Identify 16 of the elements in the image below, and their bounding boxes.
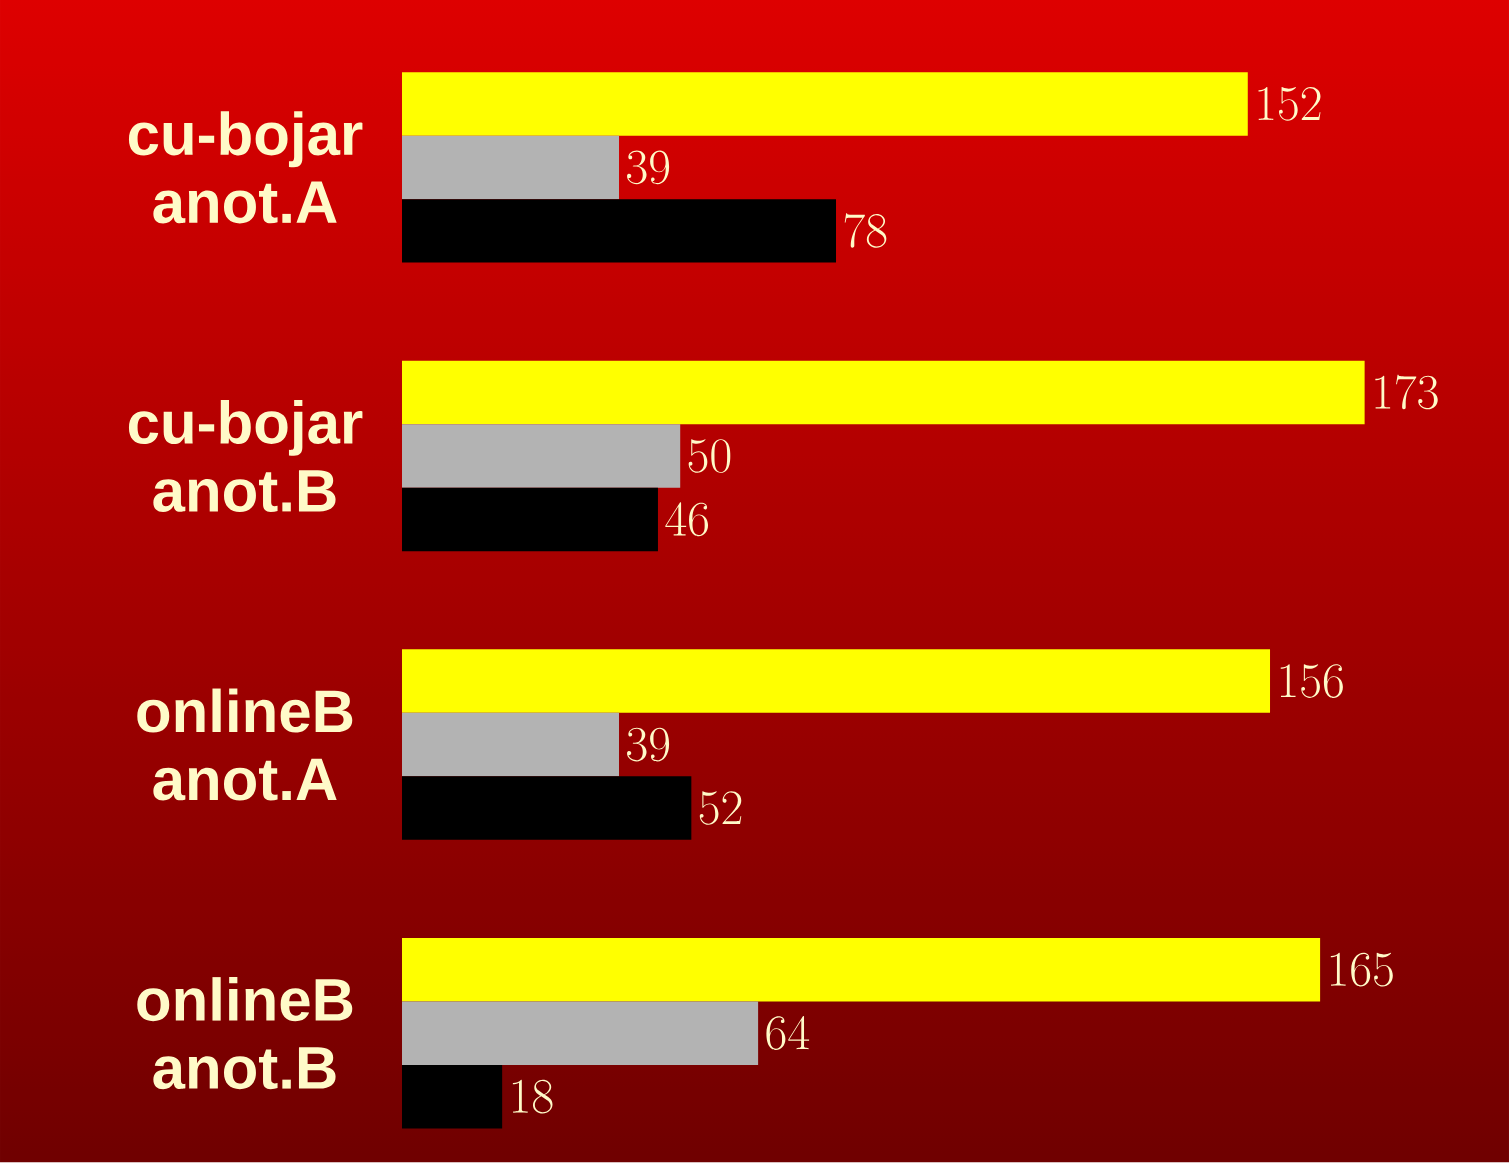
- data-label: 173: [1375, 374, 1438, 410]
- data-label: 50: [688, 439, 731, 473]
- data-label: 46: [665, 502, 709, 537]
- data-label: 156: [1280, 664, 1343, 698]
- y-tick-label: onlineB anot.A: [137, 688, 353, 801]
- y-tick-label: onlineB anot.B: [137, 977, 353, 1090]
- data-label: 152: [1258, 87, 1321, 121]
- data-label: 18: [512, 1079, 553, 1114]
- data-label: 39: [627, 727, 670, 762]
- data-label: 165: [1330, 952, 1393, 987]
- data-label: 52: [699, 791, 742, 825]
- data-label: 78: [844, 213, 887, 248]
- y-tick-label: cu-bojar anot.B: [128, 399, 363, 513]
- y-tick-label: cu-bojar anot.A: [128, 111, 363, 224]
- data-label: 39: [627, 150, 670, 185]
- data-label: 64: [766, 1015, 810, 1050]
